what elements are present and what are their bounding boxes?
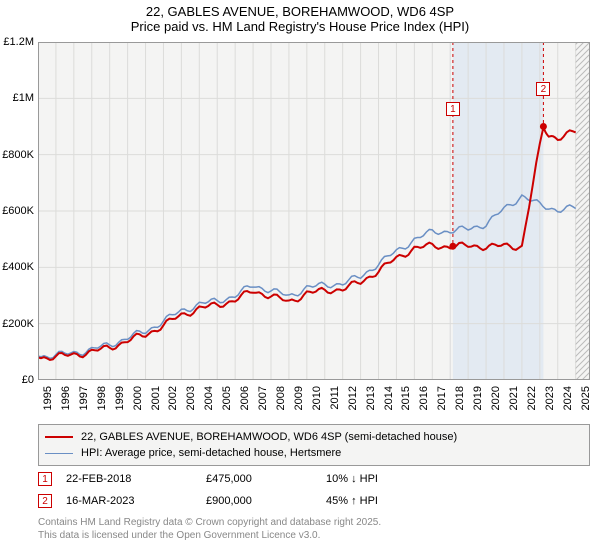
sale-marker-box: 1: [446, 102, 460, 116]
legend-row: HPI: Average price, semi-detached house,…: [45, 445, 583, 461]
x-tick-label: 2000: [132, 386, 144, 410]
chart-svg: [38, 42, 590, 380]
sale-diff: 10% ↓ HPI: [326, 473, 446, 485]
legend-label: 22, GABLES AVENUE, BOREHAMWOOD, WD6 4SP …: [81, 431, 457, 443]
x-tick-label: 2020: [490, 386, 502, 410]
x-tick-label: 2006: [239, 386, 251, 410]
sale-price: £475,000: [206, 473, 326, 485]
x-tick-label: 2001: [150, 386, 162, 410]
x-tick-label: 2018: [454, 386, 466, 410]
x-tick-label: 2009: [293, 386, 305, 410]
sale-marker-icon: 1: [38, 472, 52, 486]
y-tick-label: £0: [22, 374, 34, 386]
x-tick-label: 2013: [365, 386, 377, 410]
legend-swatch: [45, 453, 73, 454]
x-tick-label: 2010: [311, 386, 323, 410]
footer-line-2: This data is licensed under the Open Gov…: [38, 529, 381, 542]
x-tick-label: 2012: [347, 386, 359, 410]
sale-row: 2 16-MAR-2023£900,00045% ↑ HPI: [38, 490, 590, 512]
x-tick-label: 2022: [526, 386, 538, 410]
y-axis-labels: £0£200K£400K£600K£800K£1M£1.2M: [0, 42, 36, 380]
y-tick-label: £800K: [2, 149, 34, 161]
x-tick-label: 2004: [203, 386, 215, 410]
x-tick-label: 1997: [78, 386, 90, 410]
y-tick-label: £600K: [2, 205, 34, 217]
title-line-1: 22, GABLES AVENUE, BOREHAMWOOD, WD6 4SP: [0, 4, 600, 19]
x-tick-label: 2025: [580, 386, 592, 410]
x-tick-label: 1995: [42, 386, 54, 410]
footer-line-1: Contains HM Land Registry data © Crown c…: [38, 516, 381, 529]
x-tick-label: 2002: [167, 386, 179, 410]
sale-row: 1 22-FEB-2018£475,00010% ↓ HPI: [38, 468, 590, 490]
chart-area: 12: [38, 42, 590, 380]
x-tick-label: 1999: [114, 386, 126, 410]
legend-row: 22, GABLES AVENUE, BOREHAMWOOD, WD6 4SP …: [45, 429, 583, 445]
x-tick-label: 2023: [544, 386, 556, 410]
legend: 22, GABLES AVENUE, BOREHAMWOOD, WD6 4SP …: [38, 424, 590, 466]
sale-marker-box: 2: [536, 82, 550, 96]
y-tick-label: £400K: [2, 261, 34, 273]
sale-price: £900,000: [206, 495, 326, 507]
x-tick-label: 2015: [400, 386, 412, 410]
sale-marker-dot: [449, 243, 456, 250]
x-tick-label: 2007: [257, 386, 269, 410]
future-hatch: [576, 42, 590, 380]
sale-marker-icon: 2: [38, 494, 52, 508]
y-tick-label: £200K: [2, 318, 34, 330]
x-tick-label: 2003: [185, 386, 197, 410]
x-tick-label: 2021: [508, 386, 520, 410]
x-tick-label: 2005: [221, 386, 233, 410]
x-tick-label: 2016: [418, 386, 430, 410]
x-tick-label: 2011: [329, 386, 341, 410]
sales-table: 1 22-FEB-2018£475,00010% ↓ HPI 2 16-MAR-202…: [38, 468, 590, 512]
title-line-2: Price paid vs. HM Land Registry's House …: [0, 19, 600, 34]
x-tick-label: 2014: [383, 386, 395, 410]
y-tick-label: £1M: [13, 92, 34, 104]
x-tick-label: 2008: [275, 386, 287, 410]
x-tick-label: 2019: [472, 386, 484, 410]
legend-swatch: [45, 436, 73, 438]
x-tick-label: 1996: [60, 386, 72, 410]
sale-date: 22-FEB-2018: [66, 473, 206, 485]
y-tick-label: £1.2M: [3, 36, 34, 48]
x-tick-label: 2024: [562, 386, 574, 410]
legend-label: HPI: Average price, semi-detached house,…: [81, 447, 341, 459]
sale-marker-dot: [540, 123, 547, 130]
footer: Contains HM Land Registry data © Crown c…: [38, 516, 381, 542]
x-tick-label: 1998: [96, 386, 108, 410]
sale-date: 16-MAR-2023: [66, 495, 206, 507]
x-axis-labels: 1995 1996 1997 1998 1999 2000 2001 2002 2003 2004…: [38, 382, 590, 422]
x-tick-label: 2017: [436, 386, 448, 410]
sale-diff: 45% ↑ HPI: [326, 495, 446, 507]
